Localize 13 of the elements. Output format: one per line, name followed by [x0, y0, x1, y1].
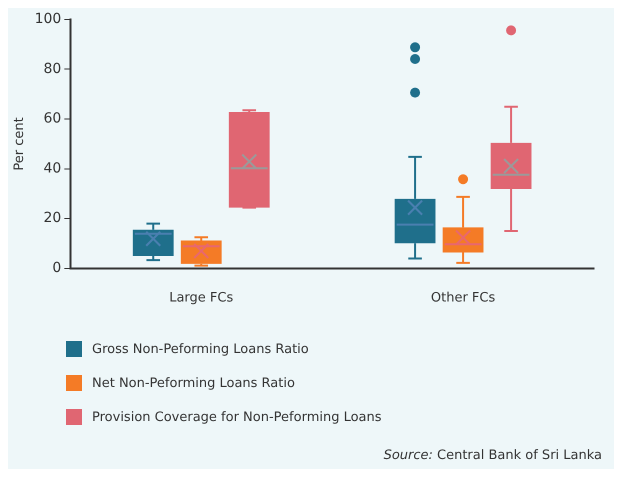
- legend-label: Gross Non-Peforming Loans Ratio: [92, 342, 309, 356]
- y-tick-label: 20: [43, 210, 62, 226]
- source-note: Source: Central Bank of Sri Lanka: [384, 448, 602, 463]
- legend-label: Provision Coverage for Non-Peforming Loans: [92, 410, 382, 424]
- y-tick-label: 0: [52, 260, 62, 276]
- legend-label: Net Non-Peforming Loans Ratio: [92, 376, 295, 390]
- y-tick-label: 60: [43, 110, 62, 127]
- x-tick-label: Large FCs: [169, 290, 234, 306]
- x-tick-label: Other FCs: [430, 290, 496, 306]
- y-tick-label: 40: [43, 160, 62, 176]
- y-tick-label: 80: [43, 60, 62, 77]
- y-axis-title: Per cent: [12, 117, 28, 171]
- y-tick-label: 100: [34, 11, 62, 28]
